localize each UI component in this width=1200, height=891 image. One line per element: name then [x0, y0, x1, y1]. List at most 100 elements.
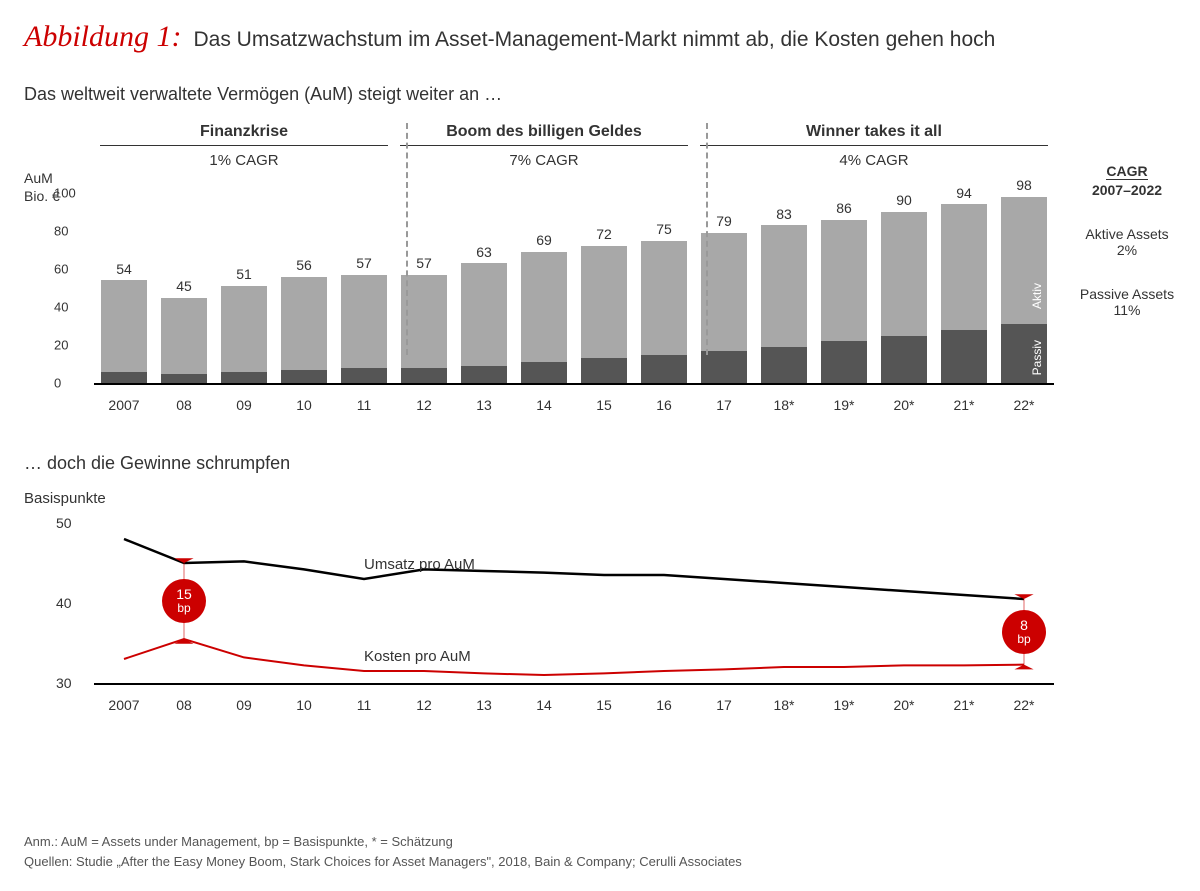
line-y-tick: 50	[56, 515, 72, 531]
bar-slot: 57	[394, 193, 454, 383]
bar-x-label: 18*	[754, 397, 814, 413]
line-x-label: 10	[274, 697, 334, 713]
bar-x-label: 14	[514, 397, 574, 413]
bar-slot: 75	[634, 193, 694, 383]
figure-title: Das Umsatzwachstum im Asset-Management-M…	[194, 28, 996, 52]
line-x-label: 15	[574, 697, 634, 713]
bar-x-label: 08	[154, 397, 214, 413]
bar-x-label: 17	[694, 397, 754, 413]
y-tick: 0	[54, 376, 61, 391]
bar-x-label: 20*	[874, 397, 934, 413]
bar-value-label: 86	[836, 200, 852, 216]
bar-passive-segment	[641, 355, 687, 384]
bar-active-segment	[281, 277, 327, 370]
cagr-header: CAGR	[1106, 163, 1147, 180]
bar-passive-segment	[761, 347, 807, 383]
right-legend: CAGR 2007–2022 Aktive Assets 2% Passive …	[1072, 163, 1182, 318]
line-svg	[94, 523, 1054, 683]
bar-active-segment	[941, 204, 987, 329]
line-subtitle: … doch die Gewinne schrumpfen	[24, 453, 1176, 474]
bar-x-label: 09	[214, 397, 274, 413]
bp-badge: 15bp	[162, 579, 206, 623]
y-tick: 40	[54, 300, 68, 315]
line-series-cost	[124, 639, 1024, 675]
y-tick: 80	[54, 224, 68, 239]
bar-value-label: 45	[176, 278, 192, 294]
bar-active-segment	[521, 252, 567, 362]
passive-asset-label: Passive Assets 11%	[1072, 286, 1182, 318]
bar-slot: 90	[874, 193, 934, 383]
bar-slot: 51	[214, 193, 274, 383]
bar-value-label: 57	[416, 255, 432, 271]
line-y-label: Basispunkte	[24, 490, 1176, 507]
bar-slot: 98AktivPassiv	[994, 193, 1054, 383]
line-x-label: 20*	[874, 697, 934, 713]
bar-slot: 63	[454, 193, 514, 383]
bp-badge: 8bp	[1002, 610, 1046, 654]
bar-slot: 86	[814, 193, 874, 383]
line-x-label: 13	[454, 697, 514, 713]
bar-active-segment	[401, 275, 447, 368]
title-row: Abbildung 1: Das Umsatzwachstum im Asset…	[24, 20, 1176, 54]
line-chart-section: … doch die Gewinne schrumpfen Basispunkt…	[24, 453, 1176, 713]
bar-passive-segment	[821, 341, 867, 383]
bar-x-label: 11	[334, 397, 394, 413]
bar-passive-segment	[161, 374, 207, 383]
bar-active-segment	[161, 298, 207, 374]
line-x-label: 16	[634, 697, 694, 713]
bar-active-segment	[341, 275, 387, 368]
phase-header: Winner takes it all4% CAGR	[694, 123, 1054, 169]
bar-slot: 94	[934, 193, 994, 383]
line-x-label: 19*	[814, 697, 874, 713]
bar-x-label: 15	[574, 397, 634, 413]
phase-header: Boom des billigen Geldes7% CAGR	[394, 123, 694, 169]
line-y-tick: 30	[56, 675, 72, 691]
bar-active-segment	[461, 263, 507, 366]
bar-active-segment	[821, 220, 867, 342]
phase-divider	[406, 123, 408, 355]
line-y-tick: 40	[56, 595, 72, 611]
phase-header: Finanzkrise1% CAGR	[94, 123, 394, 169]
bar-value-label: 57	[356, 255, 372, 271]
top-subtitle: Das weltweit verwaltete Vermögen (AuM) s…	[24, 84, 1176, 105]
bar-passive-segment	[701, 351, 747, 383]
bar-passive-segment	[281, 370, 327, 383]
bar-inline-label-passive: Passiv	[1030, 340, 1044, 375]
line-x-label: 18*	[754, 697, 814, 713]
bar-inline-label-active: Aktiv	[1030, 283, 1044, 309]
bar-active-segment	[101, 280, 147, 371]
bar-slot: 72	[574, 193, 634, 383]
y-tick: 20	[54, 338, 68, 353]
bar-x-labels: 20070809101112131415161718*19*20*21*22*	[94, 397, 1054, 413]
line-series-revenue	[124, 539, 1024, 599]
figure-label: Abbildung 1:	[24, 20, 182, 54]
bar-chart-container: AuM Bio. € Finanzkrise1% CAGRBoom des bi…	[24, 123, 1174, 413]
bar-x-label: 21*	[934, 397, 994, 413]
bar-passive-segment	[341, 368, 387, 383]
line-x-label: 11	[334, 697, 394, 713]
line-x-label: 09	[214, 697, 274, 713]
line-x-label: 17	[694, 697, 754, 713]
bar-passive-segment	[401, 368, 447, 383]
bar-active-segment	[581, 246, 627, 358]
bar-x-label: 22*	[994, 397, 1054, 413]
bar-x-label: 2007	[94, 397, 154, 413]
bar-active-segment	[641, 241, 687, 355]
bar-value-label: 90	[896, 192, 912, 208]
bar-value-label: 72	[596, 226, 612, 242]
bar-value-label: 56	[296, 257, 312, 273]
line-x-label: 22*	[994, 697, 1054, 713]
bar-active-segment	[701, 233, 747, 351]
bar-value-label: 79	[716, 213, 732, 229]
bar-x-label: 13	[454, 397, 514, 413]
line-x-label: 2007	[94, 697, 154, 713]
bar-passive-segment	[881, 336, 927, 384]
bar-value-label: 69	[536, 232, 552, 248]
series-label: Kosten pro AuM	[364, 648, 471, 665]
active-asset-label: Aktive Assets 2%	[1072, 226, 1182, 258]
bar-x-label: 16	[634, 397, 694, 413]
bar-passive-segment	[521, 362, 567, 383]
line-x-label: 14	[514, 697, 574, 713]
y-tick: 60	[54, 262, 68, 277]
footer-source: Quellen: Studie „After the Easy Money Bo…	[24, 852, 742, 872]
